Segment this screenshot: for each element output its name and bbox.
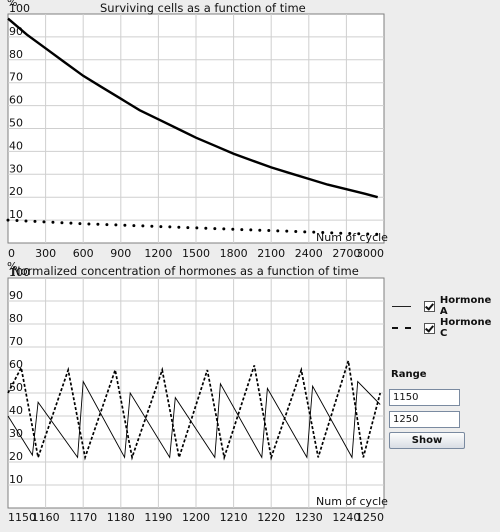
x-tick-label: 0 bbox=[8, 247, 15, 260]
hormone-c-checkbox[interactable] bbox=[424, 322, 435, 334]
y-tick-label: 20 bbox=[9, 450, 23, 463]
x-tick-label: 1200 bbox=[182, 511, 210, 524]
y-tick-label: 40 bbox=[9, 139, 23, 152]
x-tick-label: 1170 bbox=[69, 511, 97, 524]
surviving-cells-line bbox=[7, 17, 379, 199]
x-tick-label: 1180 bbox=[107, 511, 135, 524]
x-tick-label: 1250 bbox=[356, 511, 384, 524]
y-axis-label: % bbox=[7, 0, 17, 9]
x-axis-label: Num of cycle bbox=[316, 231, 388, 244]
legend-hormone-c[interactable]: Hormone C bbox=[392, 317, 500, 339]
y-tick-label: 10 bbox=[9, 208, 23, 221]
x-tick-label: 900 bbox=[110, 247, 131, 260]
y-tick-label: 80 bbox=[9, 48, 23, 61]
range-from-input[interactable] bbox=[389, 389, 460, 406]
hormone-c-line bbox=[7, 360, 382, 461]
y-tick-label: 60 bbox=[9, 94, 23, 107]
x-axis-label: Num of cycle bbox=[316, 495, 388, 508]
show-button[interactable]: Show bbox=[389, 432, 465, 449]
y-tick-label: 60 bbox=[9, 358, 23, 371]
y-tick-label: 90 bbox=[9, 289, 23, 302]
y-tick-label: 100 bbox=[9, 2, 30, 15]
y-tick-label: 100 bbox=[9, 266, 30, 279]
range-label: Range bbox=[391, 369, 427, 380]
hormone-a-checkbox[interactable] bbox=[424, 300, 435, 312]
x-tick-label: 2400 bbox=[295, 247, 323, 260]
legend-hormone-c-label: Hormone C bbox=[439, 317, 492, 339]
chart-title: Normalized concentration of hormones as … bbox=[12, 264, 359, 278]
x-tick-label: 1150 bbox=[8, 511, 36, 524]
x-tick-label: 1160 bbox=[32, 511, 60, 524]
x-tick-label: 1190 bbox=[144, 511, 172, 524]
y-tick-label: 20 bbox=[9, 185, 23, 198]
y-tick-label: 40 bbox=[9, 404, 23, 417]
x-tick-label: 1240 bbox=[332, 511, 360, 524]
x-tick-label: 1220 bbox=[257, 511, 285, 524]
x-tick-label: 1230 bbox=[295, 511, 323, 524]
y-tick-label: 80 bbox=[9, 312, 23, 325]
y-axis-label: % bbox=[7, 260, 17, 273]
x-tick-label: 3000 bbox=[356, 247, 384, 260]
legend-dashed-line bbox=[392, 327, 412, 329]
legend-hormone-a[interactable]: Hormone A bbox=[392, 295, 500, 317]
x-tick-label: 2100 bbox=[257, 247, 285, 260]
y-tick-label: 30 bbox=[9, 162, 23, 175]
x-tick-label: 1800 bbox=[220, 247, 248, 260]
chart-title: Surviving cells as a function of time bbox=[100, 1, 306, 15]
hormone-a-line bbox=[7, 379, 381, 459]
x-tick-label: 300 bbox=[35, 247, 56, 260]
y-tick-label: 50 bbox=[9, 117, 23, 130]
y-tick-label: 50 bbox=[9, 381, 23, 394]
y-tick-label: 70 bbox=[9, 71, 23, 84]
x-tick-label: 1210 bbox=[220, 511, 248, 524]
y-tick-label: 10 bbox=[9, 473, 23, 486]
dead-cells-dotted-line bbox=[6, 218, 380, 236]
y-tick-label: 30 bbox=[9, 427, 23, 440]
x-tick-label: 600 bbox=[73, 247, 94, 260]
range-to-input[interactable] bbox=[389, 411, 460, 428]
legend-solid-line bbox=[392, 305, 412, 307]
x-tick-label: 1200 bbox=[144, 247, 172, 260]
legend-hormone-a-label: Hormone A bbox=[439, 295, 492, 317]
x-tick-label: 1500 bbox=[182, 247, 210, 260]
y-tick-label: 70 bbox=[9, 335, 23, 348]
x-tick-label: 2700 bbox=[332, 247, 360, 260]
